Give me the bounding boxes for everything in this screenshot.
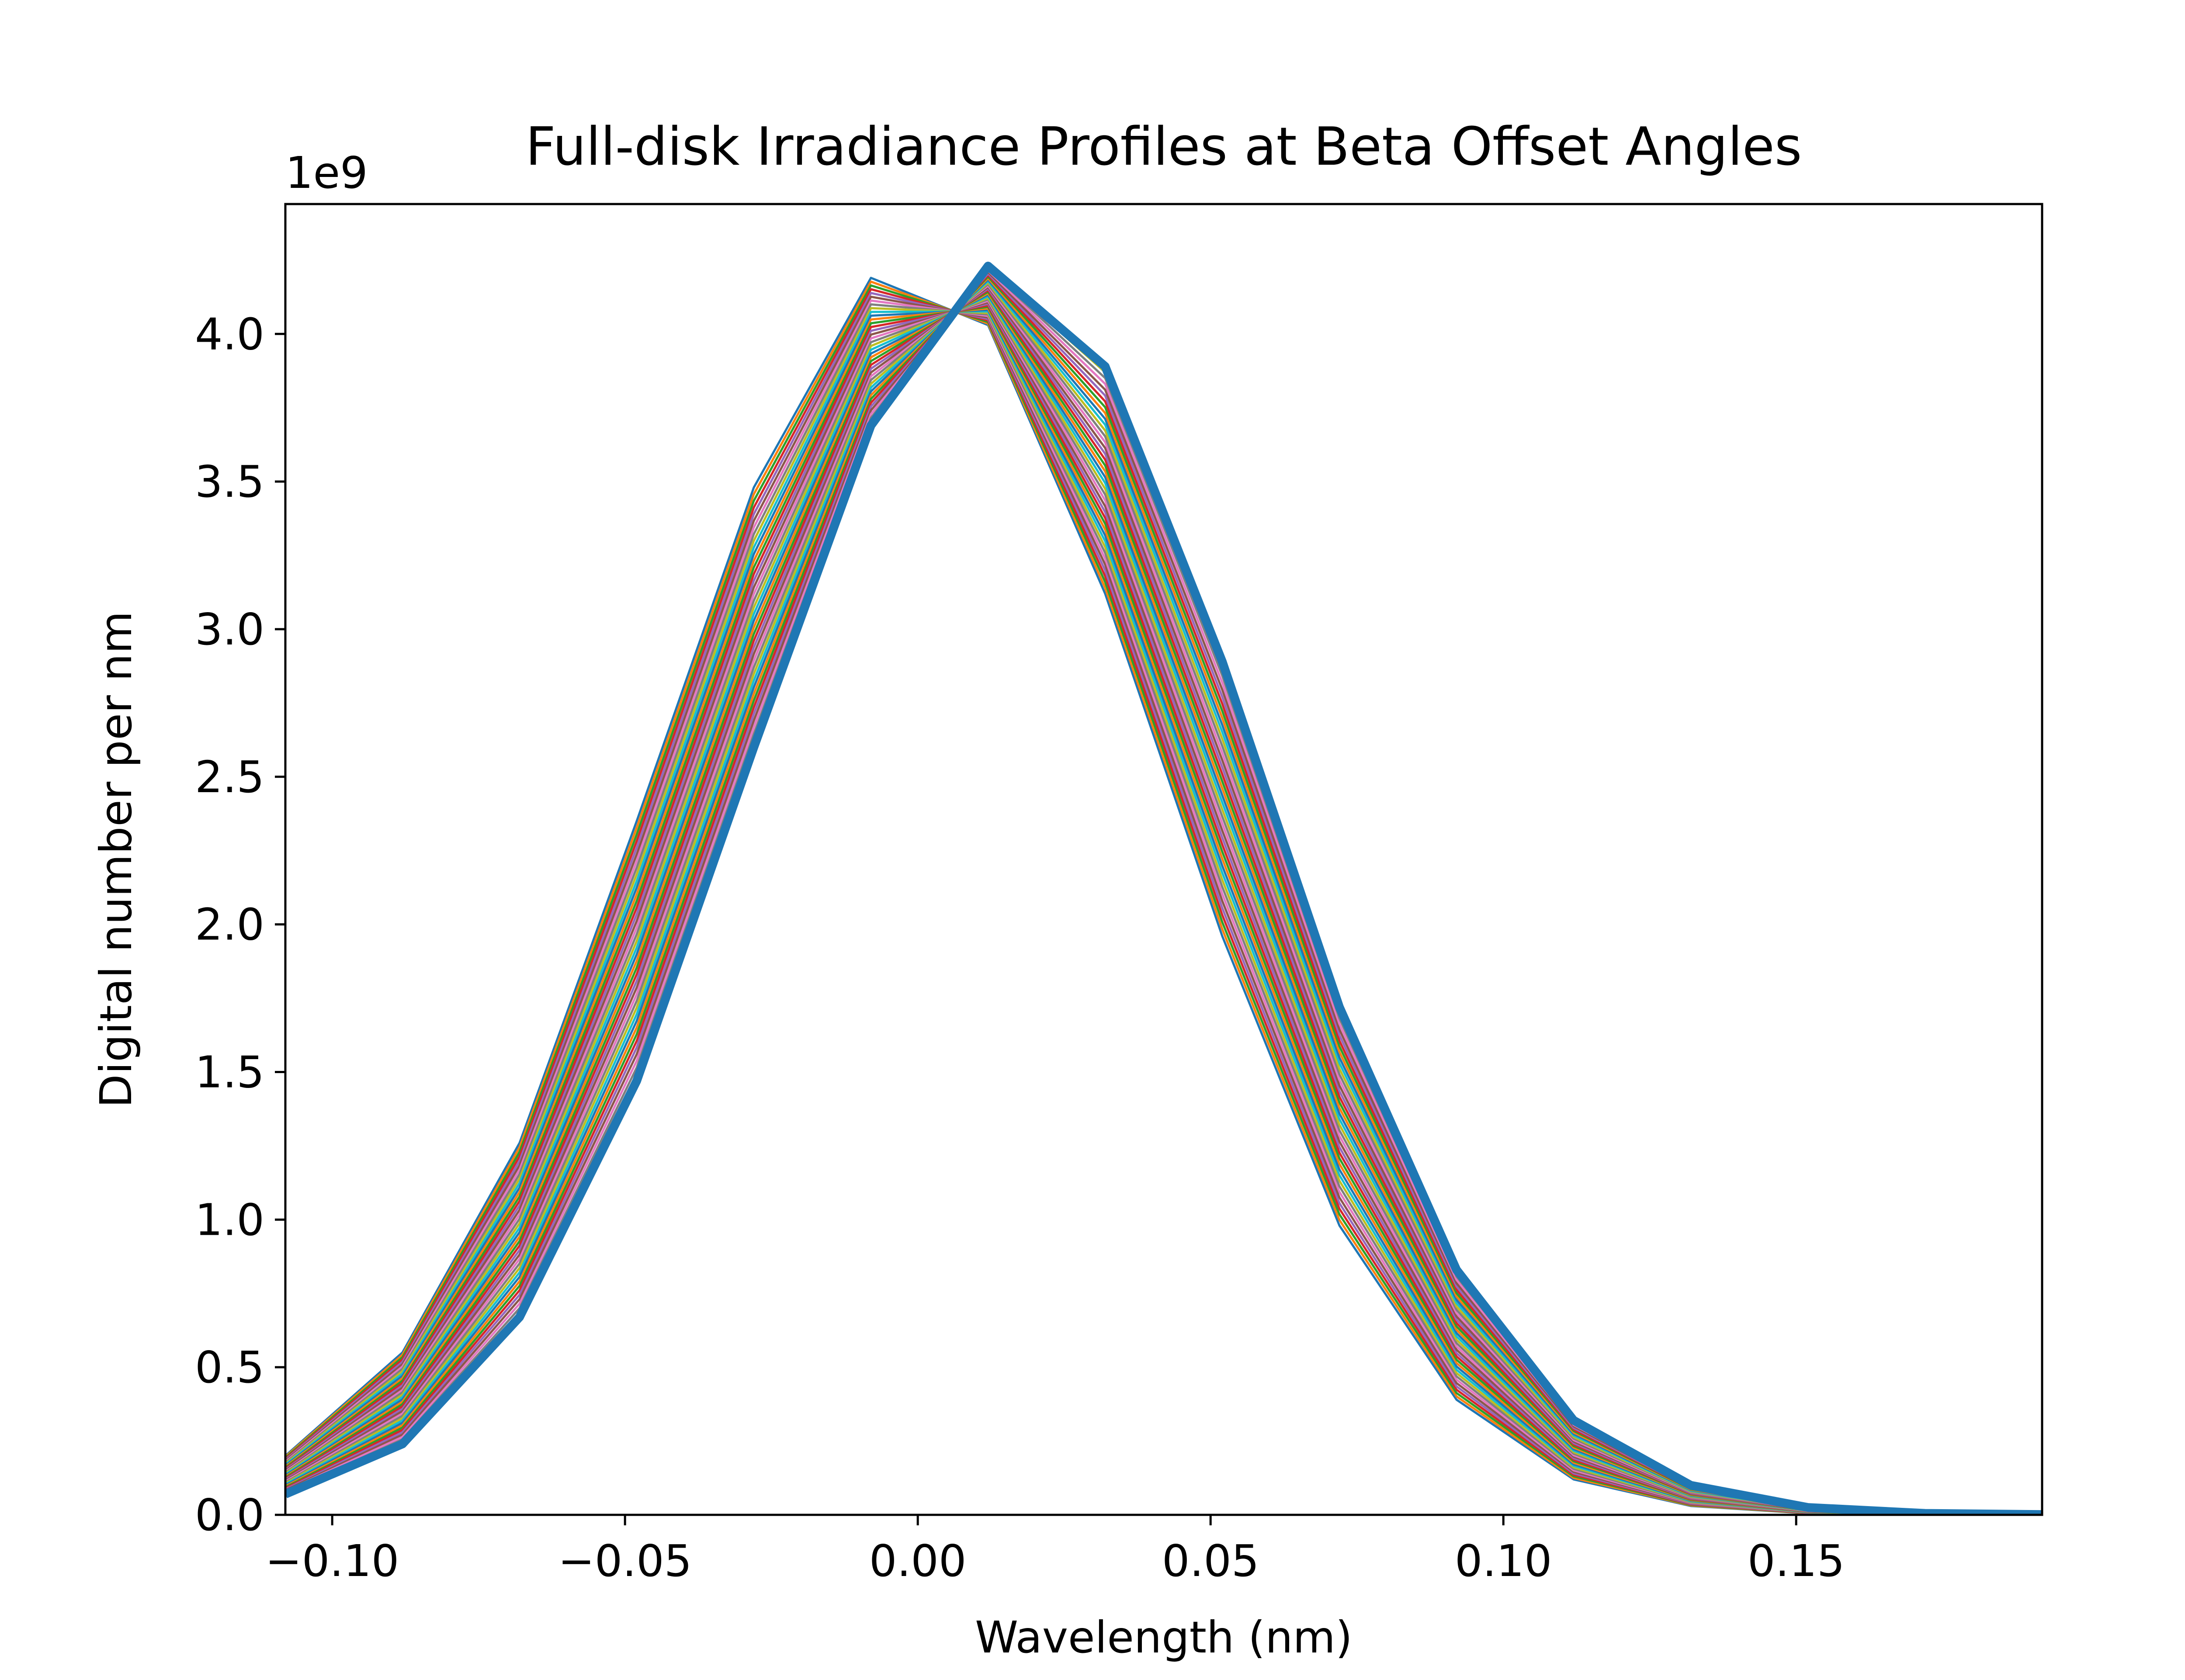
y-tick-label: 2.0: [195, 899, 264, 950]
x-axis: −0.10 −0.05 0.00 0.05 0.10 0.15: [265, 1515, 1845, 1586]
x-tick-label: 0.15: [1748, 1535, 1845, 1586]
x-tick-label: 0.00: [869, 1535, 967, 1586]
y-tick-label: 1.5: [195, 1046, 264, 1098]
y-tick-label: 0.5: [195, 1342, 264, 1393]
y-axis-label: Digital number per nm: [90, 611, 142, 1108]
y-tick-label: 1.0: [195, 1194, 264, 1245]
x-tick-label: −0.05: [558, 1535, 692, 1586]
y-axis: 0.0 0.5 1.0 1.5 2.0 2.5 3.0 3.5 4.0: [195, 308, 285, 1541]
plot-frame: [284, 203, 2043, 1516]
y-tick-label: 0.0: [195, 1489, 264, 1541]
x-tick-label: 0.10: [1455, 1535, 1552, 1586]
y-tick-label: 4.0: [195, 308, 264, 360]
x-tick-label: 0.05: [1162, 1535, 1259, 1586]
chart-title: Full-disk Irradiance Profiles at Beta Of…: [526, 117, 1802, 177]
y-tick-label: 3.0: [195, 604, 264, 655]
series-line-40: [285, 261, 2042, 1515]
y-tick-label: 3.5: [195, 456, 264, 507]
y-offset-label: 1e9: [285, 147, 368, 198]
y-tick-label: 2.5: [195, 752, 264, 803]
x-tick-label: −0.10: [265, 1535, 399, 1586]
x-axis-label: Wavelength (nm): [975, 1612, 1353, 1663]
series-layer: [285, 261, 2042, 1515]
